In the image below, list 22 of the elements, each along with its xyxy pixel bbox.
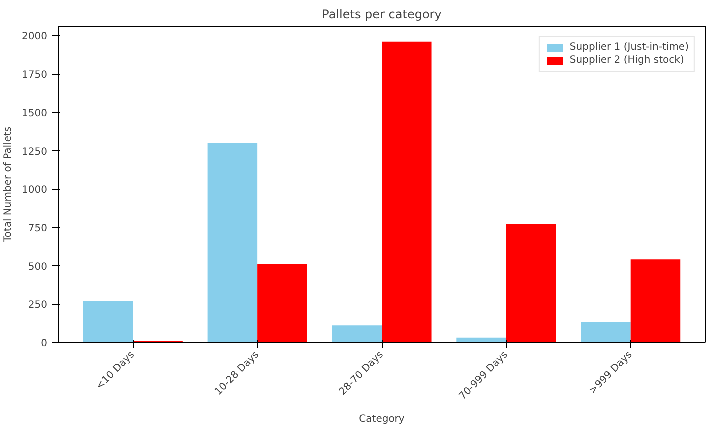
y-tick-label: 0 [41,338,48,350]
y-tick-label: 1500 [22,108,48,120]
bar [630,260,681,342]
y-tick-label: 750 [28,223,48,234]
bar [382,42,432,342]
y-tick-label: 250 [28,300,48,312]
bar [581,322,631,342]
y-tick-label: 1000 [22,185,48,196]
bar [332,326,382,342]
legend-label: Supplier 1 (Just-in-time) [570,42,689,53]
legend-label: Supplier 2 (High stock) [570,55,684,66]
y-tick-label: 500 [28,262,48,273]
bar [208,143,258,342]
bar [506,224,556,342]
bar [258,264,308,342]
y-tick-label: 1250 [22,146,48,158]
y-tick-label: 1750 [22,70,48,82]
chart-title: Pallets per category [322,8,442,22]
x-axis-title: Category [359,414,405,426]
bar [83,301,134,342]
y-axis-title: Total Number of Pallets [3,126,14,244]
y-tick-label: 2000 [22,32,48,43]
